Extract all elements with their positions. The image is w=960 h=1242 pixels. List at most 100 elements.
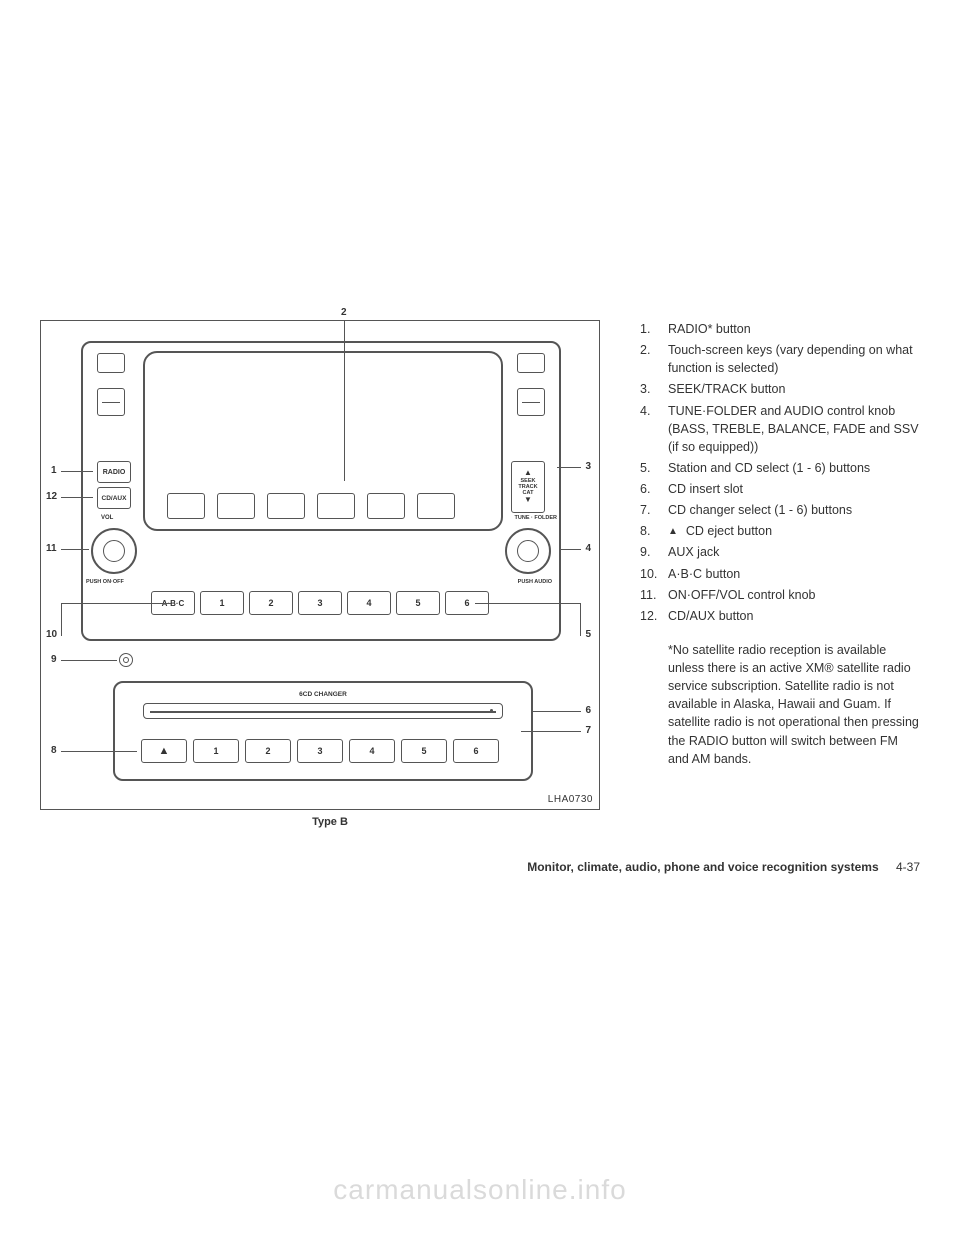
cd-select-4[interactable]: 4 [349,739,395,763]
soft-button[interactable] [217,493,255,519]
leader-5a [580,603,581,636]
seek-down-icon: ▼ [524,496,532,505]
legend-item: 5.Station and CD select (1 - 6) buttons [640,459,920,477]
aux-jack [119,653,133,667]
legend-text: CD changer select (1 - 6) buttons [668,501,920,519]
legend-item: 1.RADIO* button [640,320,920,338]
preset-button-2[interactable]: 2 [249,591,293,615]
legend-item: 11.ON·OFF/VOL control knob [640,586,920,604]
cd-indicator-dot [490,709,493,712]
footnote: *No satellite radio reception is availab… [640,641,920,768]
radio-button[interactable]: RADIO [97,461,131,483]
legend-text: A·B·C button [668,565,920,583]
leader-7 [521,731,581,732]
head-unit: RADIO CD/AUX VOL PUSH ON·OFF ▲ SEEK TRAC… [81,341,561,641]
legend-column: 1.RADIO* button 2.Touch-screen keys (var… [640,320,920,828]
footer-page-number: 4-37 [896,860,920,874]
preset-button-4[interactable]: 4 [347,591,391,615]
callout-2: 2 [341,307,347,318]
seek-track-button[interactable]: ▲ SEEK TRACK CAT ▼ [511,461,545,513]
cdaux-button[interactable]: CD/AUX [97,487,131,509]
cd-changer-label: 6CD CHANGER [115,691,531,698]
legend-text: ON·OFF/VOL control knob [668,586,920,604]
callout-11: 11 [46,543,57,554]
leader-5b [475,603,581,604]
legend-list: 1.RADIO* button 2.Touch-screen keys (var… [640,320,920,625]
cd-eject-button[interactable]: ▲ [141,739,187,763]
cd-button-row: ▲ 1 2 3 4 5 6 [141,739,499,763]
callout-8: 8 [51,745,57,756]
soft-button[interactable] [417,493,455,519]
leader-10c [61,603,171,604]
cd-select-5[interactable]: 5 [401,739,447,763]
callout-3: 3 [585,461,591,472]
soft-button[interactable] [167,493,205,519]
preset-button-3[interactable]: 3 [298,591,342,615]
cd-select-2[interactable]: 2 [245,739,291,763]
callout-4: 4 [585,543,591,554]
callout-7: 7 [585,725,591,736]
cd-select-1[interactable]: 1 [193,739,239,763]
legend-text: CD insert slot [668,480,920,498]
diagram-box: 2 RADIO CD/AUX VOL PUSH ON·OFF ▲ SEEK TR… [40,320,600,810]
legend-item: 6.CD insert slot [640,480,920,498]
callout-6: 6 [585,705,591,716]
legend-text: AUX jack [668,543,920,561]
page-footer: Monitor, climate, audio, phone and voice… [40,860,920,874]
preset-row: A·B·C 1 2 3 4 5 6 [151,591,489,615]
push-audio-label: PUSH AUDIO [518,579,552,585]
callout-12: 12 [46,491,57,502]
legend-item: 7.CD changer select (1 - 6) buttons [640,501,920,519]
legend-item: 12.CD/AUX button [640,607,920,625]
cd-select-6[interactable]: 6 [453,739,499,763]
diagram-column: 2 RADIO CD/AUX VOL PUSH ON·OFF ▲ SEEK TR… [40,320,620,828]
leader-9 [61,660,117,661]
leader-10b [61,603,62,636]
soft-button[interactable] [267,493,305,519]
preset-button-5[interactable]: 5 [396,591,440,615]
cd-changer: 6CD CHANGER ▲ 1 2 3 4 5 6 [113,681,533,781]
legend-item: 10.A·B·C button [640,565,920,583]
callout-5: 5 [585,629,591,640]
legend-text: TUNE·FOLDER and AUDIO control knob (BASS… [668,402,920,456]
legend-item: 9.AUX jack [640,543,920,561]
legend-num: 5. [640,459,668,477]
vol-knob[interactable] [91,528,137,574]
tune-knob[interactable] [505,528,551,574]
blank-rocker-l [97,388,125,416]
legend-text-8: CD eject button [686,524,772,538]
soft-button[interactable] [367,493,405,519]
cd-insert-slot [143,703,503,719]
legend-item: 8.▲ CD eject button [640,522,920,540]
leader-1 [61,471,93,472]
legend-text: ▲ CD eject button [668,522,920,540]
legend-text: RADIO* button [668,320,920,338]
legend-num: 10. [640,565,668,583]
footer-section: Monitor, climate, audio, phone and voice… [527,860,878,874]
eject-icon: ▲ [668,525,678,540]
leader-6 [531,711,581,712]
callout-9: 9 [51,654,57,665]
legend-num: 9. [640,543,668,561]
blank-button-tl [97,353,125,373]
legend-num: 12. [640,607,668,625]
cd-select-3[interactable]: 3 [297,739,343,763]
leader-8 [61,751,137,752]
watermark: carmanualsonline.info [0,1174,960,1206]
soft-buttons-row [167,493,455,519]
leader-3 [557,467,581,468]
leader-4 [559,549,581,550]
preset-button-1[interactable]: 1 [200,591,244,615]
legend-text: Station and CD select (1 - 6) buttons [668,459,920,477]
legend-num: 11. [640,586,668,604]
leader-12 [61,497,93,498]
diagram-caption: Type B [40,816,620,828]
blank-rocker-r [517,388,545,416]
legend-text: Touch-screen keys (vary depending on wha… [668,341,920,377]
legend-num: 6. [640,480,668,498]
soft-button[interactable] [317,493,355,519]
legend-text: CD/AUX button [668,607,920,625]
blank-button-tr [517,353,545,373]
legend-num: 8. [640,522,668,540]
tune-folder-label: TUNE · FOLDER [515,515,557,521]
